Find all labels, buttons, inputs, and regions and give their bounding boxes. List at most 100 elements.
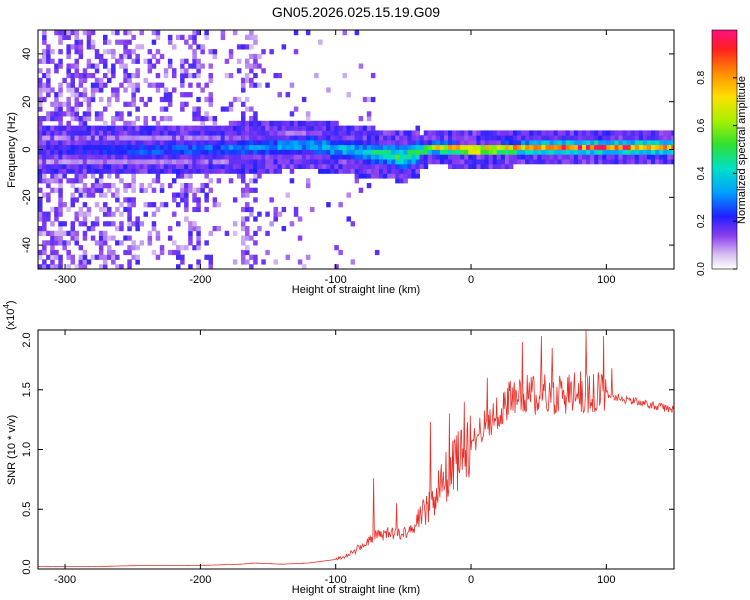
spectrogram-cell bbox=[66, 144, 71, 150]
spectrogram-cell bbox=[638, 149, 644, 155]
spectrogram-cell bbox=[127, 149, 132, 155]
spectrogram-cell bbox=[46, 125, 51, 131]
spectrogram-cell bbox=[50, 254, 55, 260]
spectrogram-cell bbox=[172, 130, 177, 136]
spectrogram-cell bbox=[188, 34, 193, 40]
spectrogram-cell bbox=[135, 149, 140, 155]
spectrogram-cell bbox=[622, 149, 628, 155]
spectrogram-cell bbox=[46, 82, 51, 88]
spectrogram-cell bbox=[46, 183, 51, 189]
spectrogram-cell bbox=[379, 154, 384, 160]
spectrogram-cell bbox=[103, 63, 108, 69]
spectrogram-cell bbox=[127, 101, 132, 107]
spectrogram-cell bbox=[58, 30, 63, 36]
spectrogram-cell bbox=[180, 183, 185, 189]
spectrogram-cell bbox=[131, 187, 136, 193]
spectrogram-cell bbox=[379, 144, 384, 150]
spectrogram-cell bbox=[115, 173, 120, 179]
spectrogram-cell bbox=[261, 125, 266, 131]
spectrogram-cell bbox=[147, 63, 153, 69]
spectrogram-cell bbox=[111, 235, 116, 241]
spectrogram-cell bbox=[135, 53, 140, 60]
spectrogram-cell bbox=[249, 178, 254, 184]
spectrogram-cell bbox=[98, 187, 104, 193]
spectrogram-cell bbox=[326, 130, 331, 136]
spectrogram-cell bbox=[74, 58, 79, 64]
spectrogram-cell bbox=[163, 168, 169, 174]
spectrogram-cell bbox=[66, 63, 71, 69]
spectrogram-cell bbox=[293, 154, 299, 160]
spectrogram-cell bbox=[464, 149, 469, 155]
spectrogram-cell bbox=[431, 159, 437, 165]
spectrogram-cell bbox=[159, 135, 165, 141]
spectrogram-cell bbox=[407, 130, 412, 136]
spectrogram-cell bbox=[358, 63, 364, 69]
spectrogram-cell bbox=[208, 178, 213, 184]
spectrogram-cell bbox=[346, 130, 351, 136]
spectrogram-cell bbox=[42, 163, 47, 169]
spectrogram-cell bbox=[265, 159, 270, 165]
spectrogram-cell bbox=[90, 125, 96, 131]
spectrogram-cell bbox=[253, 116, 258, 122]
snr-y-tick-label: 1.0 bbox=[21, 442, 33, 457]
spectrogram-cell bbox=[289, 163, 295, 169]
spectrogram-cell bbox=[265, 125, 270, 131]
spectrogram-cell bbox=[297, 130, 303, 136]
spectrogram-cell bbox=[46, 264, 51, 269]
spectrogram-cell bbox=[281, 226, 287, 232]
spectrogram-cell bbox=[42, 249, 47, 256]
spectrogram-cell bbox=[431, 154, 437, 160]
spectrogram-cell bbox=[427, 135, 433, 141]
spectrogram-cell bbox=[167, 159, 173, 165]
spectrogram-cell bbox=[82, 144, 88, 150]
spectrogram-cell bbox=[366, 154, 372, 160]
spectrogram-cell bbox=[184, 245, 189, 251]
spectrogram-cell bbox=[82, 130, 88, 136]
spectrogram-cell bbox=[399, 144, 404, 150]
spectrogram-cell bbox=[123, 77, 128, 83]
spectrogram-cell bbox=[358, 144, 364, 150]
spectrogram-cell bbox=[269, 168, 274, 174]
spectrogram-cell bbox=[387, 135, 392, 141]
spectrogram-y-label: Frequency (Hz) bbox=[6, 112, 18, 188]
spectrogram-cell bbox=[354, 168, 360, 174]
spectrogram-cell bbox=[143, 125, 148, 131]
spectrogram-cell bbox=[176, 149, 181, 155]
spectrogram-cell bbox=[391, 149, 396, 155]
spectrogram-cell bbox=[90, 183, 96, 189]
spectrogram-cell bbox=[577, 130, 583, 136]
spectrogram-cell bbox=[444, 135, 449, 141]
spectrogram-cell bbox=[78, 73, 84, 79]
spectrogram-cell bbox=[111, 120, 116, 126]
spectrogram-cell bbox=[297, 235, 303, 241]
spectrogram-cell bbox=[444, 154, 449, 160]
spectrogram-cell bbox=[58, 235, 63, 241]
spectrogram-cell bbox=[38, 101, 43, 107]
spectrogram-cell bbox=[111, 49, 116, 55]
spectrogram-cell bbox=[261, 130, 266, 136]
spectrogram-cell bbox=[58, 49, 63, 55]
spectrogram-cell bbox=[135, 73, 140, 79]
spectrogram-cell bbox=[285, 130, 291, 136]
spectrogram-cell bbox=[82, 77, 88, 83]
spectrogram-cell bbox=[253, 73, 258, 79]
spectrogram-cell bbox=[192, 34, 197, 40]
spectrogram-cell bbox=[537, 130, 542, 136]
spectrogram-cell bbox=[50, 235, 55, 241]
spectrogram-cell bbox=[90, 254, 96, 260]
spectrogram-cell bbox=[241, 206, 246, 213]
spectrogram-cell bbox=[561, 144, 567, 150]
spectrogram-cell bbox=[46, 73, 51, 79]
spectrogram-cell bbox=[634, 135, 640, 141]
spectrogram-cell bbox=[448, 130, 453, 136]
spectrogram-cell bbox=[642, 139, 648, 146]
spectrogram-cell bbox=[139, 135, 144, 141]
spectrogram-cell bbox=[618, 139, 623, 146]
spectrogram-cell bbox=[667, 130, 672, 136]
spectrogram-cell bbox=[273, 73, 278, 79]
spectrogram-cell bbox=[448, 159, 453, 165]
spectrogram-cell bbox=[204, 163, 209, 169]
spectrogram-cell bbox=[38, 96, 43, 103]
spectrogram-cell bbox=[602, 149, 607, 155]
spectrogram-cell bbox=[565, 139, 571, 146]
